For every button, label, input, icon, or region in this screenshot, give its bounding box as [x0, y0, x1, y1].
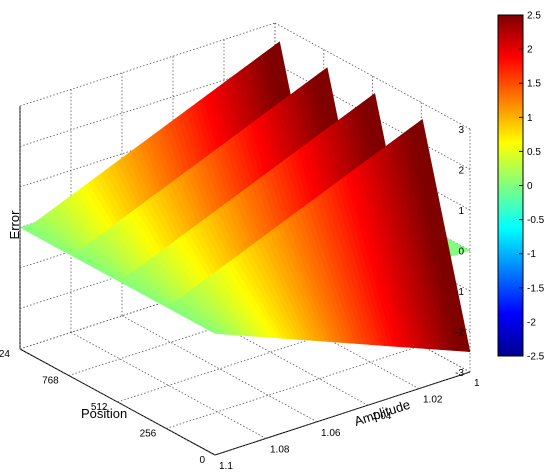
x-tick-label: 1.02	[423, 395, 443, 406]
y-tick-label: 256	[140, 429, 157, 440]
x-tick-label: 1.08	[270, 444, 290, 455]
ridge-4	[166, 118, 471, 353]
colorbar-tick-label: 2	[527, 45, 533, 56]
z-tick-labels: -3 -2 -1 0 1 2 3	[455, 125, 464, 379]
x-tick-label: 1.1	[219, 461, 233, 472]
colorbar-tick-label: -2.5	[527, 352, 545, 363]
z-tick-label: 0	[458, 247, 464, 258]
colorbar-tick-label: 0	[527, 181, 533, 192]
z-tick-label: -2	[455, 328, 464, 339]
colorbar-tick-label: 1.5	[527, 79, 541, 90]
grid-line	[19, 22, 276, 107]
grid-line	[19, 265, 276, 350]
colorbar-tick-label: -2	[527, 317, 536, 328]
x-tick-label: 1.04	[372, 411, 392, 422]
grid-line	[117, 318, 373, 403]
x-tick-label: 1.06	[321, 428, 341, 439]
y-axis-label: Position	[81, 406, 127, 421]
grid-line	[166, 345, 422, 429]
y-tick-label: 0	[199, 455, 205, 466]
y-tick-labels: 0 256 512 768 1024	[0, 349, 205, 466]
colorbar-tick-label: -0.5	[527, 215, 545, 226]
z-tick-label: 1	[458, 206, 464, 217]
grid-line	[68, 292, 324, 376]
y-tick-label: 512	[91, 402, 108, 413]
x-tick-label: 1	[474, 378, 480, 389]
z-tick-label: -1	[455, 287, 464, 298]
colorbar-tick-label: 1	[527, 113, 533, 124]
grid-line	[214, 371, 471, 456]
z-tick-label: -3	[455, 368, 464, 379]
colorbar-tick-label: 2.5	[527, 11, 541, 22]
x-tick-labels: 1 1.02 1.04 1.06 1.08 1.1	[219, 378, 480, 472]
colorbar-tick-label: -1.5	[527, 283, 545, 294]
colorbar	[497, 14, 524, 357]
colorbar-tick-labels: -2.5 -2 -1.5 -1 -0.5 0 0.5 1 1.5 2 2.5	[519, 11, 545, 363]
colorbar-tick-label: -1	[527, 249, 536, 260]
ridge-facet	[417, 118, 471, 353]
z-tick-label: 2	[458, 166, 464, 177]
grid-line	[19, 63, 276, 147]
z-tick-label: 3	[458, 125, 464, 136]
z-axis-label: Error	[7, 210, 22, 240]
error-surface	[20, 41, 471, 353]
colorbar-tick-label: 0.5	[527, 147, 541, 158]
y-tick-label: 768	[42, 376, 59, 387]
y-tick-label: 1024	[0, 349, 10, 360]
